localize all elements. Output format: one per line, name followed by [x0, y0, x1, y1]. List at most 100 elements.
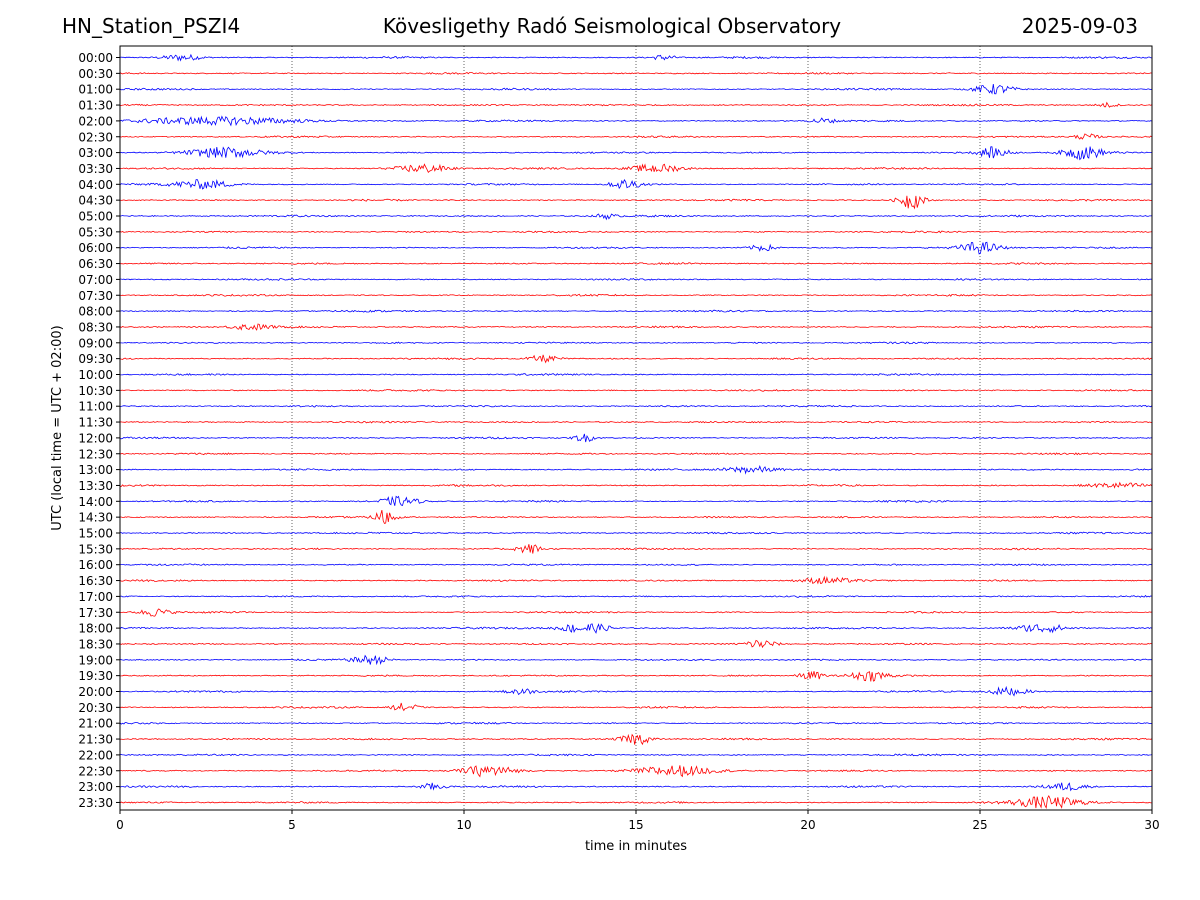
- trace-group: [119, 53, 1153, 810]
- trace-1530: [119, 544, 1153, 554]
- y-tick-label: 10:00: [78, 368, 113, 382]
- y-tick-label: 11:00: [78, 400, 113, 414]
- y-tick-label: 15:00: [78, 527, 113, 541]
- trace-0500: [119, 213, 1153, 221]
- y-tick-label: 03:30: [78, 162, 113, 176]
- y-tick-label: 21:00: [78, 717, 113, 731]
- y-tick-label: 23:30: [78, 796, 113, 810]
- trace-1430: [120, 509, 1153, 524]
- trace-2030: [120, 702, 1152, 712]
- trace-0300: [119, 146, 1153, 161]
- y-tick-label: 09:30: [78, 352, 113, 366]
- date-title: 2025-09-03: [1021, 14, 1138, 38]
- trace-1630: [119, 575, 1153, 585]
- y-tick-label: 07:00: [78, 273, 113, 287]
- x-axis-label: time in minutes: [585, 839, 687, 854]
- y-tick-label: 23:00: [78, 780, 113, 794]
- y-tick-label: 05:00: [78, 210, 113, 224]
- trace-0630: [119, 262, 1153, 266]
- trace-1200: [119, 433, 1153, 443]
- trace-0800: [119, 309, 1153, 313]
- y-tick-label: 15:30: [78, 542, 113, 556]
- y-tick-label: 12:00: [78, 431, 113, 445]
- trace-0200: [119, 115, 1153, 127]
- trace-0900: [120, 341, 1152, 345]
- trace-0100: [119, 83, 1153, 95]
- station-title: HN_Station_PSZI4: [62, 14, 241, 38]
- trace-2300: [119, 782, 1153, 792]
- trace-1500: [120, 531, 1153, 535]
- y-tick-label: 20:00: [78, 685, 113, 699]
- trace-0230: [119, 133, 1153, 140]
- trace-0030: [119, 71, 1153, 75]
- trace-0400: [119, 179, 1153, 190]
- trace-1300: [119, 464, 1153, 475]
- trace-0930: [119, 354, 1153, 364]
- y-tick-label: 11:30: [78, 416, 113, 430]
- y-tick-label: 12:30: [78, 447, 113, 461]
- x-tick-label: 20: [800, 818, 815, 832]
- y-tick-label: 16:30: [78, 574, 113, 588]
- trace-1130: [119, 420, 1153, 424]
- y-tick-label: 01:30: [78, 99, 113, 113]
- grid-lines: [291, 46, 981, 810]
- trace-1400: [119, 495, 1153, 507]
- trace-0700: [119, 278, 1153, 281]
- trace-0330: [119, 163, 1153, 173]
- y-tick-label: 06:30: [78, 257, 113, 271]
- x-axis: 0 5 10 15 20 25 30: [116, 810, 1160, 832]
- trace-0530: [119, 230, 1153, 234]
- y-tick-label: 18:00: [78, 622, 113, 636]
- y-tick-label: 02:00: [78, 114, 113, 128]
- y-tick-label: 03:00: [78, 146, 113, 160]
- x-tick-label: 15: [628, 818, 643, 832]
- y-axis-label: UTC (local time = UTC + 02:00): [50, 325, 65, 530]
- y-tick-label: 20:30: [78, 701, 113, 715]
- trace-1930: [119, 670, 1153, 682]
- y-tick-label: 19:30: [78, 669, 113, 683]
- y-tick-label: 06:00: [78, 241, 113, 255]
- y-tick-label: 08:30: [78, 320, 113, 334]
- y-tick-label: 00:30: [78, 67, 113, 81]
- trace-2330: [119, 795, 1152, 810]
- trace-0730: [119, 293, 1153, 297]
- trace-1900: [119, 654, 1153, 666]
- x-tick-label: 10: [456, 818, 471, 832]
- trace-1730: [119, 608, 1153, 617]
- y-tick-label: 14:00: [78, 495, 113, 509]
- observatory-title: Kövesligethy Radó Seismological Observat…: [382, 14, 842, 38]
- y-tick-label: 22:00: [78, 748, 113, 762]
- trace-1800: [119, 623, 1153, 634]
- y-tick-label: 05:30: [78, 225, 113, 239]
- trace-2130: [119, 733, 1153, 746]
- y-tick-label: 13:00: [78, 463, 113, 477]
- trace-2000: [119, 685, 1153, 697]
- trace-1330: [119, 481, 1153, 489]
- y-tick-label: 14:30: [78, 511, 113, 525]
- trace-1000: [120, 372, 1153, 376]
- y-tick-label: 10:30: [78, 384, 113, 398]
- y-tick-label: 19:00: [78, 653, 113, 667]
- y-tick-label: 07:30: [78, 289, 113, 303]
- trace-1230: [119, 452, 1153, 456]
- x-tick-label: 5: [288, 818, 296, 832]
- trace-1830: [119, 639, 1153, 649]
- trace-0830: [119, 323, 1153, 331]
- trace-1600: [119, 563, 1153, 567]
- y-tick-label: 04:00: [78, 178, 113, 192]
- trace-0600: [119, 241, 1153, 255]
- trace-0130: [119, 101, 1153, 108]
- y-tick-label: 01:00: [78, 83, 113, 97]
- x-tick-label: 30: [1144, 818, 1159, 832]
- trace-2100: [119, 721, 1153, 725]
- y-tick-label: 00:00: [78, 51, 113, 65]
- trace-0430: [119, 195, 1153, 210]
- trace-0000: [119, 53, 1153, 62]
- y-tick-label: 09:00: [78, 336, 113, 350]
- y-tick-label: 04:30: [78, 194, 113, 208]
- y-tick-label: 17:00: [78, 590, 113, 604]
- trace-1700: [119, 594, 1153, 598]
- y-tick-label: 13:30: [78, 479, 113, 493]
